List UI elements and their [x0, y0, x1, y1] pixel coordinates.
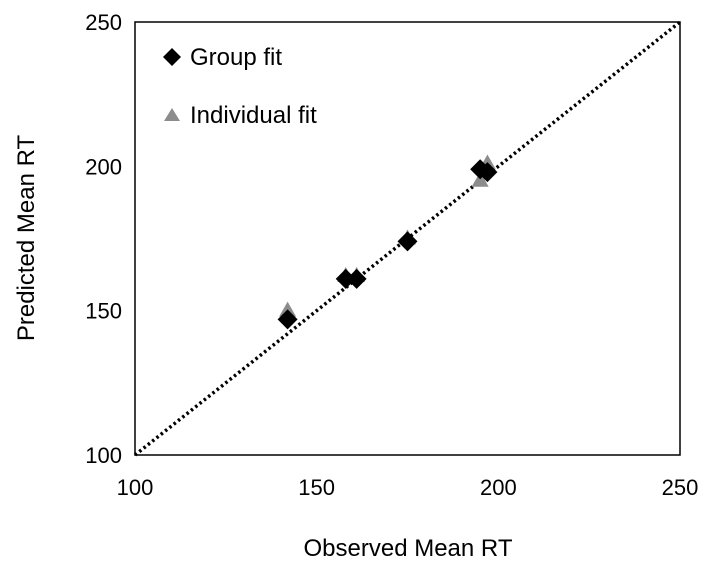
group-fit-point [477, 162, 498, 183]
x-tick-label: 200 [480, 475, 517, 500]
group-fit-point [397, 231, 418, 252]
legend-individual-fit-marker [164, 108, 180, 121]
legend-individual-fit-label: Individual fit [190, 102, 317, 129]
group-fit-point [335, 268, 356, 289]
x-tick-label: 250 [662, 475, 699, 500]
data-points-layer [277, 154, 498, 330]
y-tick-label: 250 [85, 10, 122, 35]
y-axis-title: Predicted Mean RT [13, 135, 40, 342]
individual-fit-point [471, 171, 489, 187]
y-tick-labels: 100 150 200 250 [85, 10, 122, 468]
legend-group-fit-marker [163, 48, 181, 66]
x-tick-label: 100 [117, 475, 154, 500]
legend: Group fit Individual fit [163, 44, 317, 129]
y-tick-label: 100 [85, 443, 122, 468]
x-tick-label: 150 [298, 475, 335, 500]
y-tick-label: 200 [85, 154, 122, 179]
x-axis-title: Observed Mean RT [304, 535, 513, 562]
individual-fit-point [279, 301, 297, 317]
group-fit-point [277, 309, 298, 330]
legend-group-fit-label: Group fit [190, 44, 282, 71]
group-fit-point [346, 268, 367, 289]
y-tick-label: 150 [85, 299, 122, 324]
x-tick-labels: 100 150 200 250 [117, 475, 699, 500]
plot-frame [134, 21, 681, 456]
